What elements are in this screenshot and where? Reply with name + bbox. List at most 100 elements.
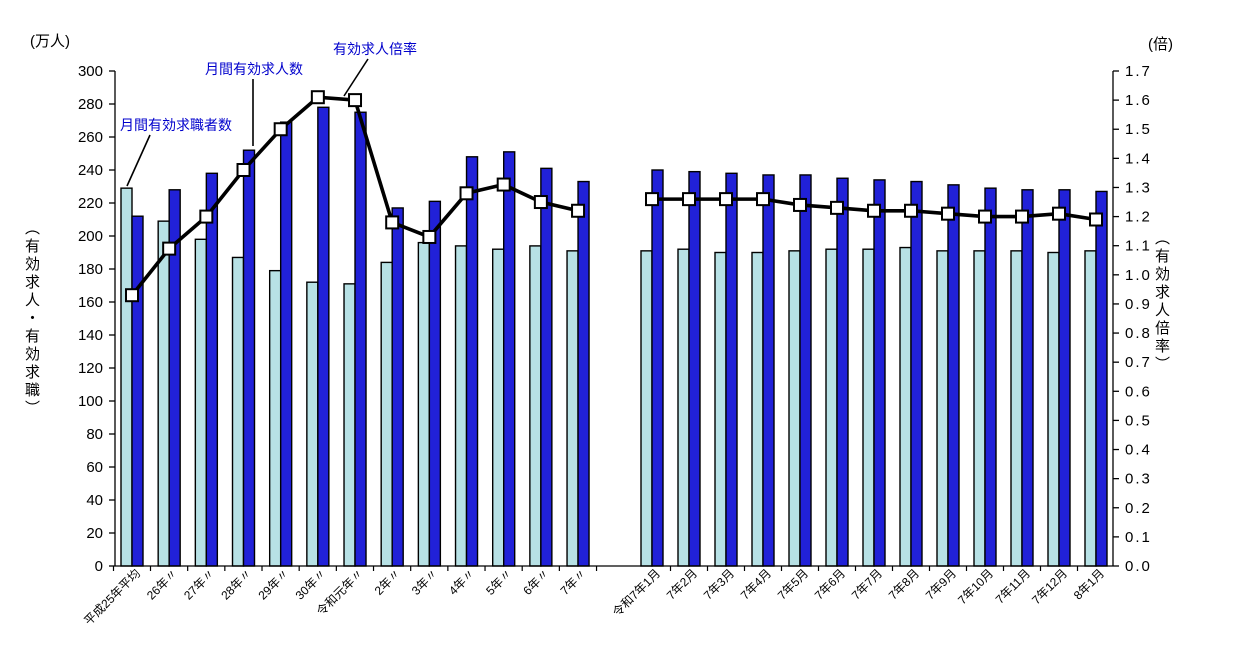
ratio-marker bbox=[199, 209, 214, 224]
x-tick-label: 7年5月 bbox=[775, 566, 811, 602]
x-tick-label: 7年9月 bbox=[923, 566, 959, 602]
left-tick-label: 180 bbox=[78, 261, 103, 278]
ratio-marker bbox=[904, 203, 918, 218]
left-tick-label: 40 bbox=[86, 492, 103, 509]
right-tick-label: 0.6 bbox=[1125, 383, 1152, 400]
x-tick-label: 4年〃 bbox=[446, 566, 478, 598]
right-tick-label: 1.0 bbox=[1125, 267, 1152, 284]
x-tick-label: 29年〃 bbox=[255, 566, 291, 602]
seekers-bar bbox=[194, 238, 208, 567]
ratio-marker bbox=[385, 215, 400, 230]
seekers-bar bbox=[862, 248, 875, 567]
x-tick-label: 7年12月 bbox=[1029, 566, 1070, 607]
openings-bar bbox=[836, 177, 849, 567]
seekers-bar bbox=[454, 245, 468, 567]
x-tick-label: 7年2月 bbox=[664, 566, 700, 602]
right-tick-label: 0.4 bbox=[1125, 442, 1152, 459]
right-tick-label: 0.1 bbox=[1125, 529, 1152, 546]
ratio-marker bbox=[867, 203, 881, 218]
x-tick-label: 26年〃 bbox=[144, 566, 180, 602]
seekers-bar bbox=[640, 250, 653, 567]
right-tick-label: 0.2 bbox=[1125, 500, 1152, 517]
left-tick-label: 240 bbox=[78, 162, 103, 179]
seekers-bar bbox=[677, 248, 690, 567]
seekers-bar bbox=[1047, 251, 1060, 567]
x-tick-label: 6年〃 bbox=[520, 566, 552, 598]
x-tick-label: 28年〃 bbox=[218, 566, 254, 602]
annotations-layer: 月間有効求職者数 月間有効求人数 有効求人倍率 bbox=[120, 41, 417, 187]
seekers-bar bbox=[268, 269, 282, 567]
x-tick-label: 7年4月 bbox=[738, 566, 774, 602]
openings-bar bbox=[1095, 190, 1108, 567]
seekers-bar bbox=[899, 246, 912, 567]
openings-bar bbox=[279, 121, 293, 567]
openings-bar bbox=[1058, 189, 1071, 567]
seekers-bar bbox=[1010, 250, 1023, 567]
ratio-marker bbox=[348, 93, 363, 108]
left-tick-label: 60 bbox=[86, 459, 103, 476]
openings-bar bbox=[205, 172, 219, 567]
seekers-bar bbox=[157, 220, 170, 567]
openings-bar bbox=[1021, 189, 1034, 567]
ratio-marker bbox=[533, 195, 548, 210]
ratio-marker bbox=[793, 197, 807, 212]
ratio-marker bbox=[571, 203, 586, 218]
x-tick-label: 30年〃 bbox=[293, 566, 329, 602]
ratio-marker bbox=[1052, 206, 1066, 221]
ratio-marker bbox=[422, 229, 437, 244]
seekers-bar bbox=[417, 241, 431, 567]
x-tick-label: 8年1月 bbox=[1071, 566, 1107, 602]
openings-bar bbox=[799, 174, 812, 567]
right-tick-label: 0.5 bbox=[1125, 412, 1152, 429]
ratio-marker bbox=[830, 200, 844, 215]
left-tick-label: 80 bbox=[86, 426, 103, 443]
openings-bar bbox=[984, 187, 997, 567]
openings-bar bbox=[503, 151, 516, 567]
left-axis-title: （有効求人・有効求職） bbox=[23, 220, 40, 418]
right-tick-label: 1.2 bbox=[1125, 209, 1152, 226]
openings-bar bbox=[947, 184, 960, 567]
seekers-bar bbox=[343, 283, 356, 567]
openings-bar bbox=[242, 149, 256, 567]
left-tick-label: 260 bbox=[78, 129, 103, 146]
seekers-bar bbox=[751, 251, 764, 567]
left-tick-label: 0 bbox=[95, 558, 103, 575]
openings-bar bbox=[354, 111, 367, 567]
right-tick-label: 0.9 bbox=[1125, 296, 1152, 313]
ratio-marker bbox=[978, 209, 992, 224]
right-tick-label: 0.8 bbox=[1125, 325, 1152, 342]
seekers-bar bbox=[973, 250, 986, 567]
ratio-marker bbox=[941, 206, 955, 221]
ratio-leader-line bbox=[343, 58, 369, 97]
openings-bar bbox=[873, 179, 886, 567]
ratio-marker bbox=[756, 192, 770, 207]
x-tick-label: 7年6月 bbox=[812, 566, 848, 602]
ratio-marker bbox=[682, 192, 696, 207]
seekers-bar bbox=[120, 187, 133, 567]
right-tick-label: 1.6 bbox=[1125, 92, 1152, 109]
right-tick-label: 0.3 bbox=[1125, 471, 1152, 488]
left-tick-label: 280 bbox=[78, 96, 103, 113]
openings-bar bbox=[651, 169, 664, 567]
right-tick-label: 1.1 bbox=[1125, 238, 1152, 255]
ratio-marker bbox=[236, 163, 251, 177]
seekers-bar bbox=[825, 248, 838, 567]
x-tick-label: 3年〃 bbox=[409, 566, 441, 598]
openings-annotation: 月間有効求人数 bbox=[205, 61, 303, 77]
openings-bar bbox=[577, 180, 590, 567]
ratio-marker bbox=[1089, 212, 1103, 227]
openings-bar bbox=[688, 170, 701, 567]
left-axis-unit: (万人) bbox=[30, 33, 70, 50]
x-tick-label: 平成25年平均 bbox=[81, 566, 143, 628]
ratio-marker bbox=[459, 186, 474, 201]
openings-bar bbox=[391, 207, 404, 567]
openings-bar bbox=[428, 200, 442, 567]
right-tick-label: 1.4 bbox=[1125, 150, 1152, 167]
openings-bar bbox=[317, 106, 330, 567]
left-tick-label: 220 bbox=[78, 195, 103, 212]
right-tick-label: 1.7 bbox=[1125, 63, 1152, 80]
x-tick-label: 5年〃 bbox=[483, 566, 515, 598]
openings-bar bbox=[725, 172, 738, 567]
